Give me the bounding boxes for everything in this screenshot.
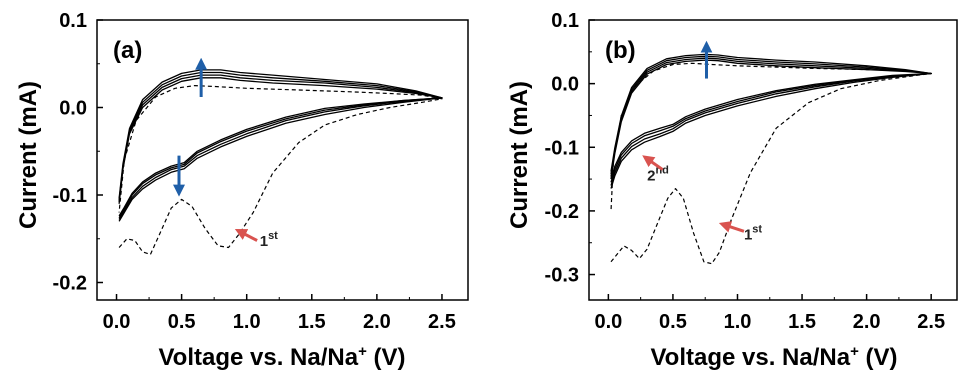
x-axis-title-sup-a: +: [358, 343, 367, 360]
plot-frame-b: [588, 19, 958, 301]
y-tick-label: 0.0: [59, 98, 87, 120]
y-axis-title-a: Current (mA): [15, 81, 42, 229]
chart-panel-a: (a) Current (mA) Voltage vs. Na/Na+ (V) …: [15, 10, 469, 371]
x-tick-label: 2.0: [853, 311, 881, 333]
x-tick-label: 2.0: [363, 311, 391, 333]
x-tick-label: 2.5: [428, 311, 456, 333]
panel-label-b: (b): [605, 37, 636, 64]
chart-panel-b: (b) Current (mA) Voltage vs. Na/Na+ (V) …: [506, 10, 958, 371]
series-line-cycle: [118, 74, 443, 220]
annotation-arrow-red: [234, 228, 258, 242]
cycle-annotation-label: 1st: [260, 230, 278, 250]
y-tick-label: -0.1: [53, 185, 87, 207]
x-axis-title-sup-b: +: [850, 343, 859, 360]
y-axis-title-b: Current (mA): [506, 81, 533, 229]
x-axis-title-main-b: Voltage vs. Na/Na: [650, 344, 850, 371]
annotation-arrow-red: [718, 221, 745, 233]
y-tick-label: 0.1: [59, 10, 87, 32]
x-axis-title-b: Voltage vs. Na/Na+ (V): [650, 343, 897, 371]
series-line-cycle: [118, 71, 443, 219]
x-tick-label: 0.0: [103, 311, 131, 333]
x-tick-label: 0.5: [659, 311, 687, 333]
x-tick-label: 1.0: [233, 311, 261, 333]
series-line-first-cycle: [610, 62, 932, 265]
series-line-cycle: [118, 69, 443, 217]
panel-label-a: (a): [113, 37, 142, 64]
x-tick-label: 1.0: [724, 311, 752, 333]
annotation-arrow-red: [642, 155, 664, 171]
x-axis-title-a: Voltage vs. Na/Na+ (V): [158, 343, 405, 371]
plot-frame-a: [96, 19, 469, 301]
x-tick-label: 2.5: [917, 311, 945, 333]
x-axis-title-main-a: Voltage vs. Na/Na: [158, 344, 358, 371]
y-tick-label: 0.1: [551, 10, 579, 32]
y-tick-label: -0.3: [545, 265, 579, 287]
x-tick-label: 0.0: [594, 311, 622, 333]
cycle-annotation-label: 1st: [744, 224, 762, 244]
x-tick-label: 0.5: [168, 311, 196, 333]
x-tick-label: 1.5: [298, 311, 326, 333]
y-tick-label: -0.2: [545, 201, 579, 223]
x-axis-title-unit-b: (V): [859, 344, 898, 371]
series-line-cycle: [118, 77, 443, 222]
y-tick-label: 0.0: [551, 74, 579, 96]
x-axis-title-unit-a: (V): [367, 344, 406, 371]
x-tick-label: 1.5: [788, 311, 816, 333]
y-tick-label: -0.1: [545, 137, 579, 159]
y-tick-label: -0.2: [53, 273, 87, 295]
series-line-cycle: [610, 53, 932, 180]
